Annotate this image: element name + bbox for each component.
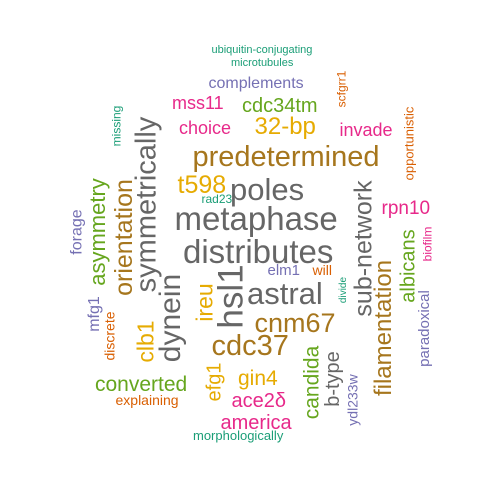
word-asymmetry: asymmetry (84, 178, 110, 286)
word-ireu: ireu (191, 282, 218, 322)
word-paradoxical: paradoxical (415, 289, 433, 367)
word-ubiquitin-conjugating: ubiquitin-conjugating (211, 43, 313, 56)
word-astral: astral (247, 275, 323, 311)
word-mfg1: mfg1 (85, 296, 103, 332)
word-invade: invade (339, 120, 393, 140)
word-missing: missing (108, 105, 123, 147)
word-converted: converted (95, 372, 188, 396)
word-cdc34tm: cdc34tm (242, 95, 318, 117)
word-explaining: explaining (115, 392, 179, 408)
word-choice: choice (179, 118, 232, 138)
word-dynein: dynein (154, 273, 188, 363)
word-divide: divide (338, 276, 350, 304)
word-biofilm: biofilm (419, 226, 434, 262)
word-cdc37: cdc37 (211, 329, 289, 362)
word-scfgrr1: scfgrr1 (333, 70, 348, 108)
word-filamentation: filamentation (370, 259, 398, 397)
word-orientation: orientation (109, 178, 138, 296)
word-t598: t598 (177, 170, 227, 199)
word-microtubules: microtubules (231, 56, 294, 69)
word-poles: poles (230, 171, 305, 207)
word-clb1: clb1 (132, 319, 159, 363)
word-complements: complements (208, 75, 304, 92)
word-candida: candida (300, 345, 324, 419)
word-efg1: efg1 (202, 362, 225, 402)
word-forage: forage (68, 209, 86, 255)
word-predetermined: predetermined (192, 140, 380, 173)
word-metaphase: metaphase (174, 199, 338, 237)
word-will: will (312, 262, 332, 278)
word-distributes: distributes (183, 232, 334, 270)
word-ydl233w: ydl233w (344, 374, 361, 426)
word-rpn10: rpn10 (381, 197, 431, 219)
word-opportunistic: opportunistic (401, 106, 417, 180)
word-32-bp: 32-bp (254, 113, 316, 140)
word-b-type: b-type (321, 351, 344, 407)
word-rad23: rad23 (201, 192, 233, 206)
word-mss11: mss11 (172, 93, 224, 113)
word-ace2-: ace2δ (231, 390, 287, 412)
word-elm1: elm1 (267, 261, 301, 279)
word-morphologically: morphologically (193, 427, 284, 443)
word-america: america (220, 412, 292, 434)
word-hsl1: hsl1 (211, 263, 251, 329)
word-gin4: gin4 (238, 366, 278, 390)
word-discrete: discrete (101, 311, 118, 361)
word-cnm67: cnm67 (254, 307, 336, 338)
